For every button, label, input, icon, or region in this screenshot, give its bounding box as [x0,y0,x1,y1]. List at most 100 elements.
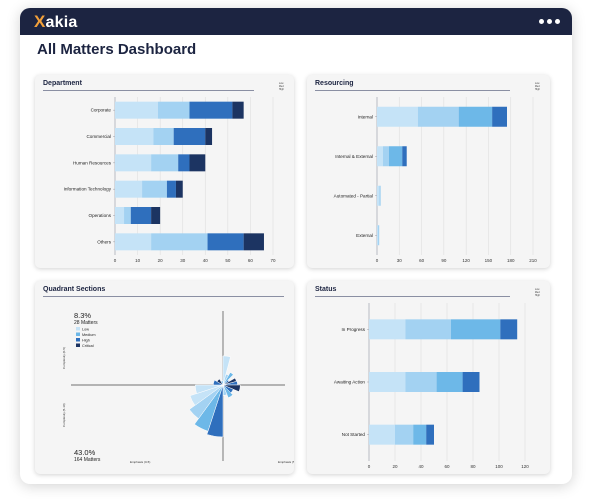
resourcing-tick-label: 210 [529,258,537,263]
status-bar-high [462,372,480,392]
quadrant-legend-label: Low [82,327,89,331]
resourcing-chart: 0 30 60 90 120 150 180 210 Internal Internal & Ex… [334,97,537,263]
status-category-label: Awaiting Action [334,380,366,385]
status-tick-label: 100 [495,464,503,469]
status-bar-high [426,424,434,445]
resourcing-tick-label: 180 [507,258,515,263]
app-window: Xakia All Matters Dashboard Department L… [20,8,572,484]
status-tick-label: 0 [368,464,371,469]
department-bar-high [189,154,206,172]
department-tick-label: 70 [270,258,276,263]
department-category-label: Corporate [91,108,112,113]
status-bar-medium [413,424,427,445]
department-bar-low [153,128,174,145]
quadrant-wedge [194,384,224,432]
status-category-label: Not Started [342,432,366,437]
department-tick-label: 20 [158,258,164,263]
status-bar-high [500,319,518,340]
status-bar-lowest [369,372,406,392]
resourcing-category-label: Internal [358,114,373,119]
resourcing-bar-medium [458,106,493,127]
resourcing-title: Resourcing [315,80,354,87]
resourcing-tick-label: 120 [462,258,470,263]
department-bar-low [151,233,208,251]
status-bar-lowest [369,319,406,340]
department-tick-label: 30 [180,258,186,263]
status-tick-label: 20 [392,464,398,469]
status-tick-label: 80 [470,464,476,469]
department-bar-high [243,233,264,251]
status-bar-low [405,372,437,392]
department-bar-medium [178,154,190,172]
department-chart: 0 10 20 30 40 50 60 70 Corporate Commercial Human … [64,97,276,263]
department-tick-label: 10 [135,258,141,263]
department-tick-label: 60 [248,258,254,263]
resourcing-category-label: External [356,233,373,238]
quadrant-axis-left-top: Complexity (0-5) [62,347,66,369]
department-bar-medium [189,101,233,119]
department-bar-low [124,207,131,224]
resourcing-bar-low [417,106,459,127]
status-bar-medium [450,319,501,340]
status-category-label: In Progress [342,327,366,332]
quadrant-title: Quadrant Sections [43,286,106,293]
department-tick-label: 50 [225,258,231,263]
quadrant-wedge [222,372,234,386]
quadrant-axis-left-bottom: Complexity (5-10) [62,403,66,427]
resourcing-tick-label: 30 [397,258,403,263]
department-bar-lowest [115,128,154,145]
more-menu-icon[interactable] [539,19,560,24]
quadrant-legend-swatch [76,338,80,342]
resourcing-tick-label: 0 [376,258,379,263]
department-bar-medium [207,233,244,251]
xakia-logo[interactable]: Xakia [34,12,78,31]
resourcing-bar-lowest [377,146,383,167]
department-category-label: Others [97,239,111,244]
department-legend: Low Med High [278,82,284,91]
department-category-label: Commercial [86,134,111,139]
resourcing-bar-high [402,146,407,167]
resourcing-bar-low [379,185,381,206]
status-bar-lowest [369,424,395,445]
resourcing-bar-high [492,106,507,127]
quadrant-wedge [195,384,224,394]
department-category-label: Operations [89,213,112,218]
department-bar-low [157,101,190,119]
department-bar-low [151,154,179,172]
department-panel: Department Low Med High 0 10 20 30 40 50 60 70 Cor… [35,75,294,268]
status-bar-low [395,424,414,445]
status-tick-label: 60 [444,464,450,469]
quadrant-axis-bottom-right: Emphasis (5-10) [278,460,294,464]
page-title: All Matters Dashboard [37,41,197,58]
resourcing-bar-medium [388,146,403,167]
resourcing-legend: Low Med High [534,82,540,91]
resourcing-tick-label: 150 [485,258,493,263]
department-category-label: Human Resources [73,160,112,165]
resourcing-bar-low [382,146,389,167]
department-tick-label: 40 [203,258,209,263]
resourcing-category-label: Internal & External [335,154,373,159]
status-title: Status [315,286,337,293]
status-bar-low [405,319,451,340]
resourcing-panel: Resourcing Low Med High 0 30 60 90 120 150 180 21… [307,75,550,268]
resourcing-bar-low [377,225,380,246]
quadrant-legend-swatch [76,332,80,336]
quadrant-wedge [216,378,224,386]
resourcing-bar-lowest [377,185,380,206]
resourcing-category-label: Automated - Partial [334,193,373,198]
department-bar-medium [173,128,206,145]
quadrant-legend-swatch [76,343,80,347]
quadrant-legend-label: Medium [82,333,96,337]
status-chart: 0 20 40 60 80 100 120 In Progress Awaiting Actio… [334,303,529,469]
department-bar-medium [130,207,152,224]
top-bar: Xakia [20,8,572,35]
status-tick-label: 120 [521,464,529,469]
quadrant-chart: 8.3%28 Matters 43.0%164 Matters Low MediumH… [62,311,294,464]
quadrant-wedge [222,384,234,399]
quadrant-bottom-matters: 164 Matters [74,457,101,463]
resourcing-bar-lowest [377,225,378,246]
quadrant-legend-swatch [76,327,80,331]
quadrant-legend-label: Critical [82,344,94,348]
status-legend: Low Med High [534,288,540,297]
department-bar-high [205,128,213,145]
